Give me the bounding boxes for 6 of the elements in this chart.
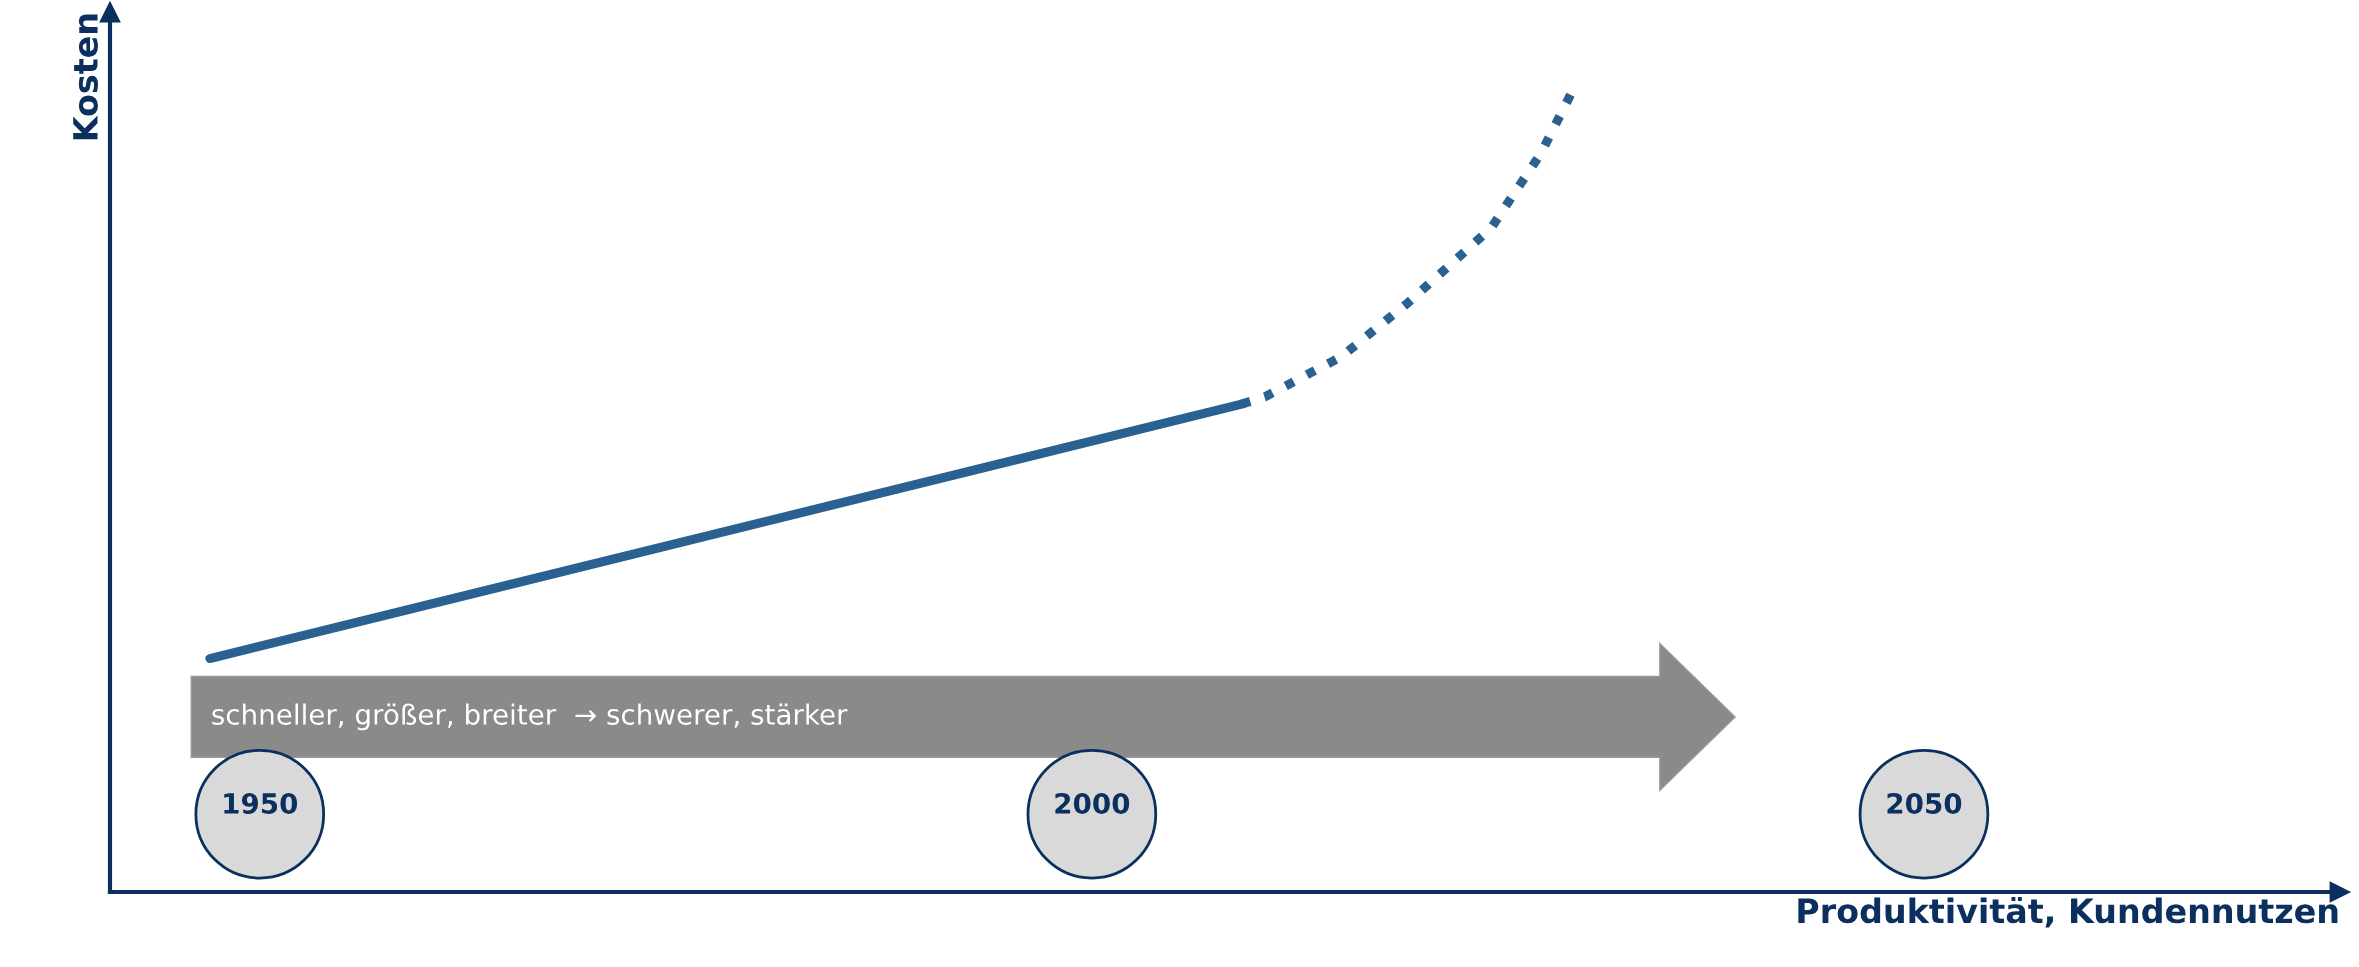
x-tick-label: 2000 — [1055, 792, 1130, 814]
y-axis-title: Kosten — [73, 14, 98, 140]
annotation: schneller, größer, breiter → schwerer, stärker — [212, 703, 848, 731]
x-tick-label: 2050 — [1887, 792, 1962, 814]
x-tick-label: 1950 — [224, 792, 298, 814]
x-axis-title: Produktivität, Kundennutzen — [1798, 897, 2338, 928]
